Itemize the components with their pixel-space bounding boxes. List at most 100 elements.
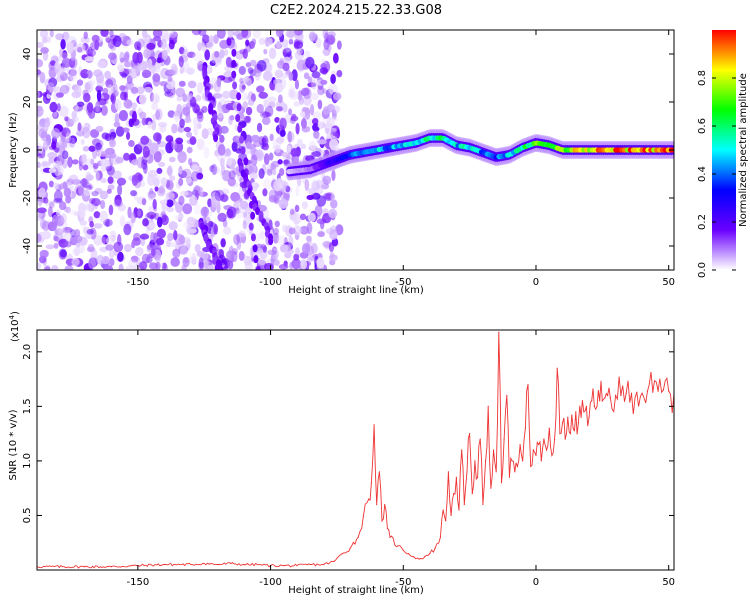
noise-speckle (162, 32, 171, 39)
noise-speckle (259, 111, 270, 119)
noise-speckle (301, 126, 311, 133)
snr-point (604, 397, 606, 399)
noise-speckle (192, 52, 203, 62)
noise-speckle (213, 34, 219, 44)
noise-speckle (336, 69, 343, 78)
snr-point (256, 563, 258, 566)
noise-speckle (142, 145, 150, 158)
noise-speckle (305, 56, 315, 69)
noise-speckle (168, 138, 174, 150)
noise-speckle (160, 38, 167, 50)
noise-speckle (306, 222, 313, 235)
noise-speckle (59, 84, 70, 95)
noise-speckle (80, 154, 87, 167)
noise-speckle (330, 130, 339, 139)
noise-speckle (183, 126, 191, 133)
noise-speckle (329, 229, 338, 241)
noise-speckle (291, 258, 302, 270)
noise-speckle (233, 233, 240, 245)
snr-point (341, 553, 343, 555)
noise-speckle (165, 180, 174, 191)
noise-speckle (83, 92, 91, 103)
noise-speckle (48, 180, 54, 188)
noise-speckle (269, 133, 274, 142)
noise-speckle (299, 111, 306, 118)
noise-speckle (188, 256, 198, 264)
noise-speckle (275, 106, 284, 112)
streak-blob (252, 244, 258, 253)
noise-speckle (178, 80, 186, 87)
noise-speckle (238, 65, 246, 75)
streak-blob (250, 211, 256, 220)
noise-speckle (304, 179, 310, 191)
snr-y-scale: (x104) (8, 311, 21, 342)
noise-speckle (277, 159, 283, 165)
noise-speckle (82, 126, 91, 139)
noise-speckle (298, 96, 305, 106)
noise-speckle (310, 92, 320, 101)
chart-title: C2E2.2024.215.22.33.G08 (270, 3, 442, 18)
noise-speckle (135, 208, 144, 219)
noise-speckle (185, 176, 192, 184)
snr-point (538, 443, 540, 446)
noise-speckle (251, 38, 257, 46)
noise-speckle (207, 211, 212, 218)
snr-point (418, 558, 420, 560)
noise-speckle (226, 208, 234, 219)
noise-speckle (336, 40, 342, 50)
noise-speckle (267, 96, 277, 104)
x-tick-label: 0 (533, 277, 539, 288)
noise-speckle (45, 83, 54, 95)
noise-speckle (330, 199, 338, 209)
spectrogram-x-ticks: -150 -100 -50 0 50 (127, 30, 675, 288)
noise-speckle (186, 216, 196, 227)
noise-speckle (207, 127, 214, 136)
noise-speckle (107, 184, 115, 190)
snr-point (546, 449, 548, 451)
noise-speckle (194, 203, 201, 216)
noise-speckle (268, 47, 277, 60)
noise-speckle (315, 37, 322, 48)
noise-speckle (38, 187, 46, 199)
noise-speckle (78, 245, 85, 254)
noise-speckle (262, 116, 271, 126)
noise-speckle (118, 263, 124, 270)
noise-speckle (276, 235, 286, 246)
noise-speckle (191, 30, 202, 36)
noise-speckle (288, 71, 294, 81)
noise-speckle (178, 245, 189, 255)
noise-speckle (37, 69, 42, 75)
snr-point (323, 563, 325, 566)
noise-speckle (179, 234, 186, 245)
streak-blob (237, 124, 243, 133)
noise-speckle (178, 165, 183, 175)
streak-blob (236, 92, 242, 101)
noise-speckle (83, 187, 91, 197)
noise-speckle (288, 108, 293, 116)
noise-speckle (64, 116, 69, 122)
noise-speckle (100, 105, 108, 116)
snr-point (591, 400, 593, 402)
noise-speckle (266, 168, 273, 176)
noise-speckle (277, 189, 282, 199)
noise-speckle (216, 107, 224, 119)
noise-speckle (273, 179, 283, 192)
noise-speckle (154, 94, 161, 104)
noise-speckle (293, 225, 302, 236)
noise-speckle (279, 167, 285, 176)
noise-speckle (181, 168, 192, 179)
y-tick-label: -40 (22, 238, 33, 254)
colorbar-ticks: 0.0 0.2 0.4 0.6 0.8 (697, 70, 736, 278)
streak-blob (235, 114, 241, 122)
noise-speckle (294, 247, 300, 255)
colorbar-gradient (712, 30, 736, 270)
noise-speckle (61, 57, 72, 68)
snr-point (474, 460, 476, 462)
noise-speckle (86, 48, 97, 57)
noise-speckle (250, 144, 256, 155)
noise-speckle (104, 153, 113, 159)
noise-speckle (295, 122, 300, 135)
noise-speckle (183, 222, 189, 228)
noise-speckle (146, 243, 155, 251)
snr-point (551, 454, 553, 457)
